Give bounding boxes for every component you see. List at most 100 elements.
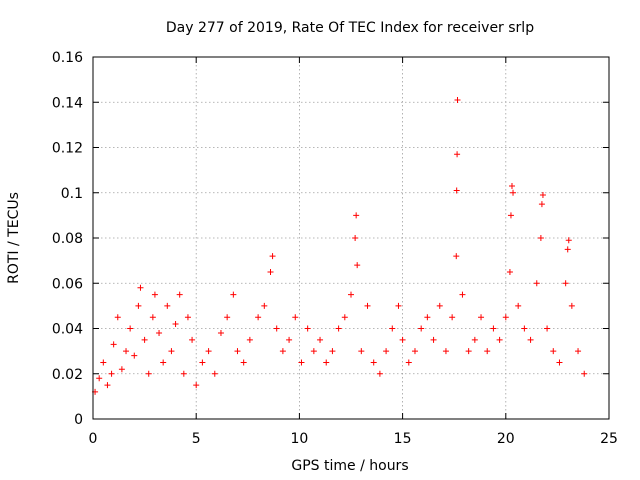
data-point [286,336,293,343]
chart-title: Day 277 of 2019, Rate Of TEC Index for r… [166,20,534,36]
data-point [424,314,431,321]
y-tick-label: 0.12 [52,141,83,157]
y-tick-labels: 0 0.02 0.04 0.06 0.08 0.1 0.12 0.14 0.16 [52,50,83,428]
data-point [353,212,360,219]
data-point [329,348,336,355]
data-point [465,348,472,355]
data-point [234,348,241,355]
data-point [118,366,125,373]
data-point [565,237,572,244]
data-point [383,348,390,355]
data-point [411,348,418,355]
axis-ticks [92,56,610,420]
data-point [449,314,456,321]
x-tick-label: 0 [89,431,98,447]
data-point [108,370,115,377]
x-tick-label: 15 [394,431,412,447]
data-point [240,359,247,366]
data-point [199,359,206,366]
data-point [405,359,412,366]
data-point [550,348,557,355]
x-tick-label: 20 [497,431,515,447]
data-point [168,348,175,355]
data-point [418,325,425,332]
data-point [151,291,158,298]
data-point [189,336,196,343]
y-tick-label: 0.06 [52,276,83,292]
data-point [269,253,276,260]
x-axis-title: GPS time / hours [291,458,408,474]
y-axis-title: ROTI / TECUs [6,192,22,284]
data-point [539,192,546,199]
data-point [267,268,274,275]
data-point [96,375,103,382]
data-point [484,348,491,355]
data-point [104,382,111,389]
data-point [533,280,540,287]
x-tick-labels: 0 5 10 15 20 25 [89,431,618,447]
data-point [348,291,354,298]
data-point [556,359,563,366]
data-point [211,370,218,377]
data-point [217,330,224,337]
y-tick-label: 0.1 [61,186,83,202]
y-tick-label: 0.08 [52,231,83,247]
data-point [370,359,377,366]
data-point [193,382,200,389]
data-point [137,284,144,291]
data-point [506,268,513,275]
data-point [562,280,569,287]
data-point [490,325,497,332]
y-tick-label: 0 [74,412,83,428]
data-point [538,201,545,208]
x-tick-label: 5 [192,431,201,447]
data-point [575,348,582,355]
data-point [100,359,107,366]
data-point [261,302,268,309]
data-point [395,302,402,309]
data-point [389,325,396,332]
data-point [471,336,478,343]
data-point [399,336,406,343]
data-point [149,314,156,321]
data-point [568,302,575,309]
y-tick-label: 0.16 [52,50,83,66]
data-point [502,314,509,321]
data-point [127,325,134,332]
x-tick-label: 10 [290,431,308,447]
data-point [581,370,588,377]
data-point [521,325,528,332]
data-point [358,348,365,355]
data-point [156,330,163,337]
data-point [292,314,299,321]
data-point [172,320,179,327]
data-point [145,370,152,377]
data-point [354,262,361,269]
data-point [341,314,348,321]
y-tick-label: 0.02 [52,367,83,383]
data-point [135,302,142,309]
data-point [453,187,460,194]
data-point [160,359,167,366]
data-point [459,291,466,298]
data-point [364,302,371,309]
data-point [131,352,138,359]
data-point [478,314,485,321]
data-point [123,348,130,355]
data-point [454,151,461,158]
grid-lines [93,57,609,419]
y-tick-label: 0.14 [52,95,83,111]
data-points [92,96,588,395]
data-point [273,325,280,332]
data-point [507,212,514,219]
data-point [246,336,253,343]
data-point [335,325,342,332]
data-point [544,325,551,332]
data-point [323,359,330,366]
data-point [298,359,305,366]
data-point [310,348,317,355]
data-point [564,246,571,253]
data-point [180,370,187,377]
data-point [376,370,383,377]
